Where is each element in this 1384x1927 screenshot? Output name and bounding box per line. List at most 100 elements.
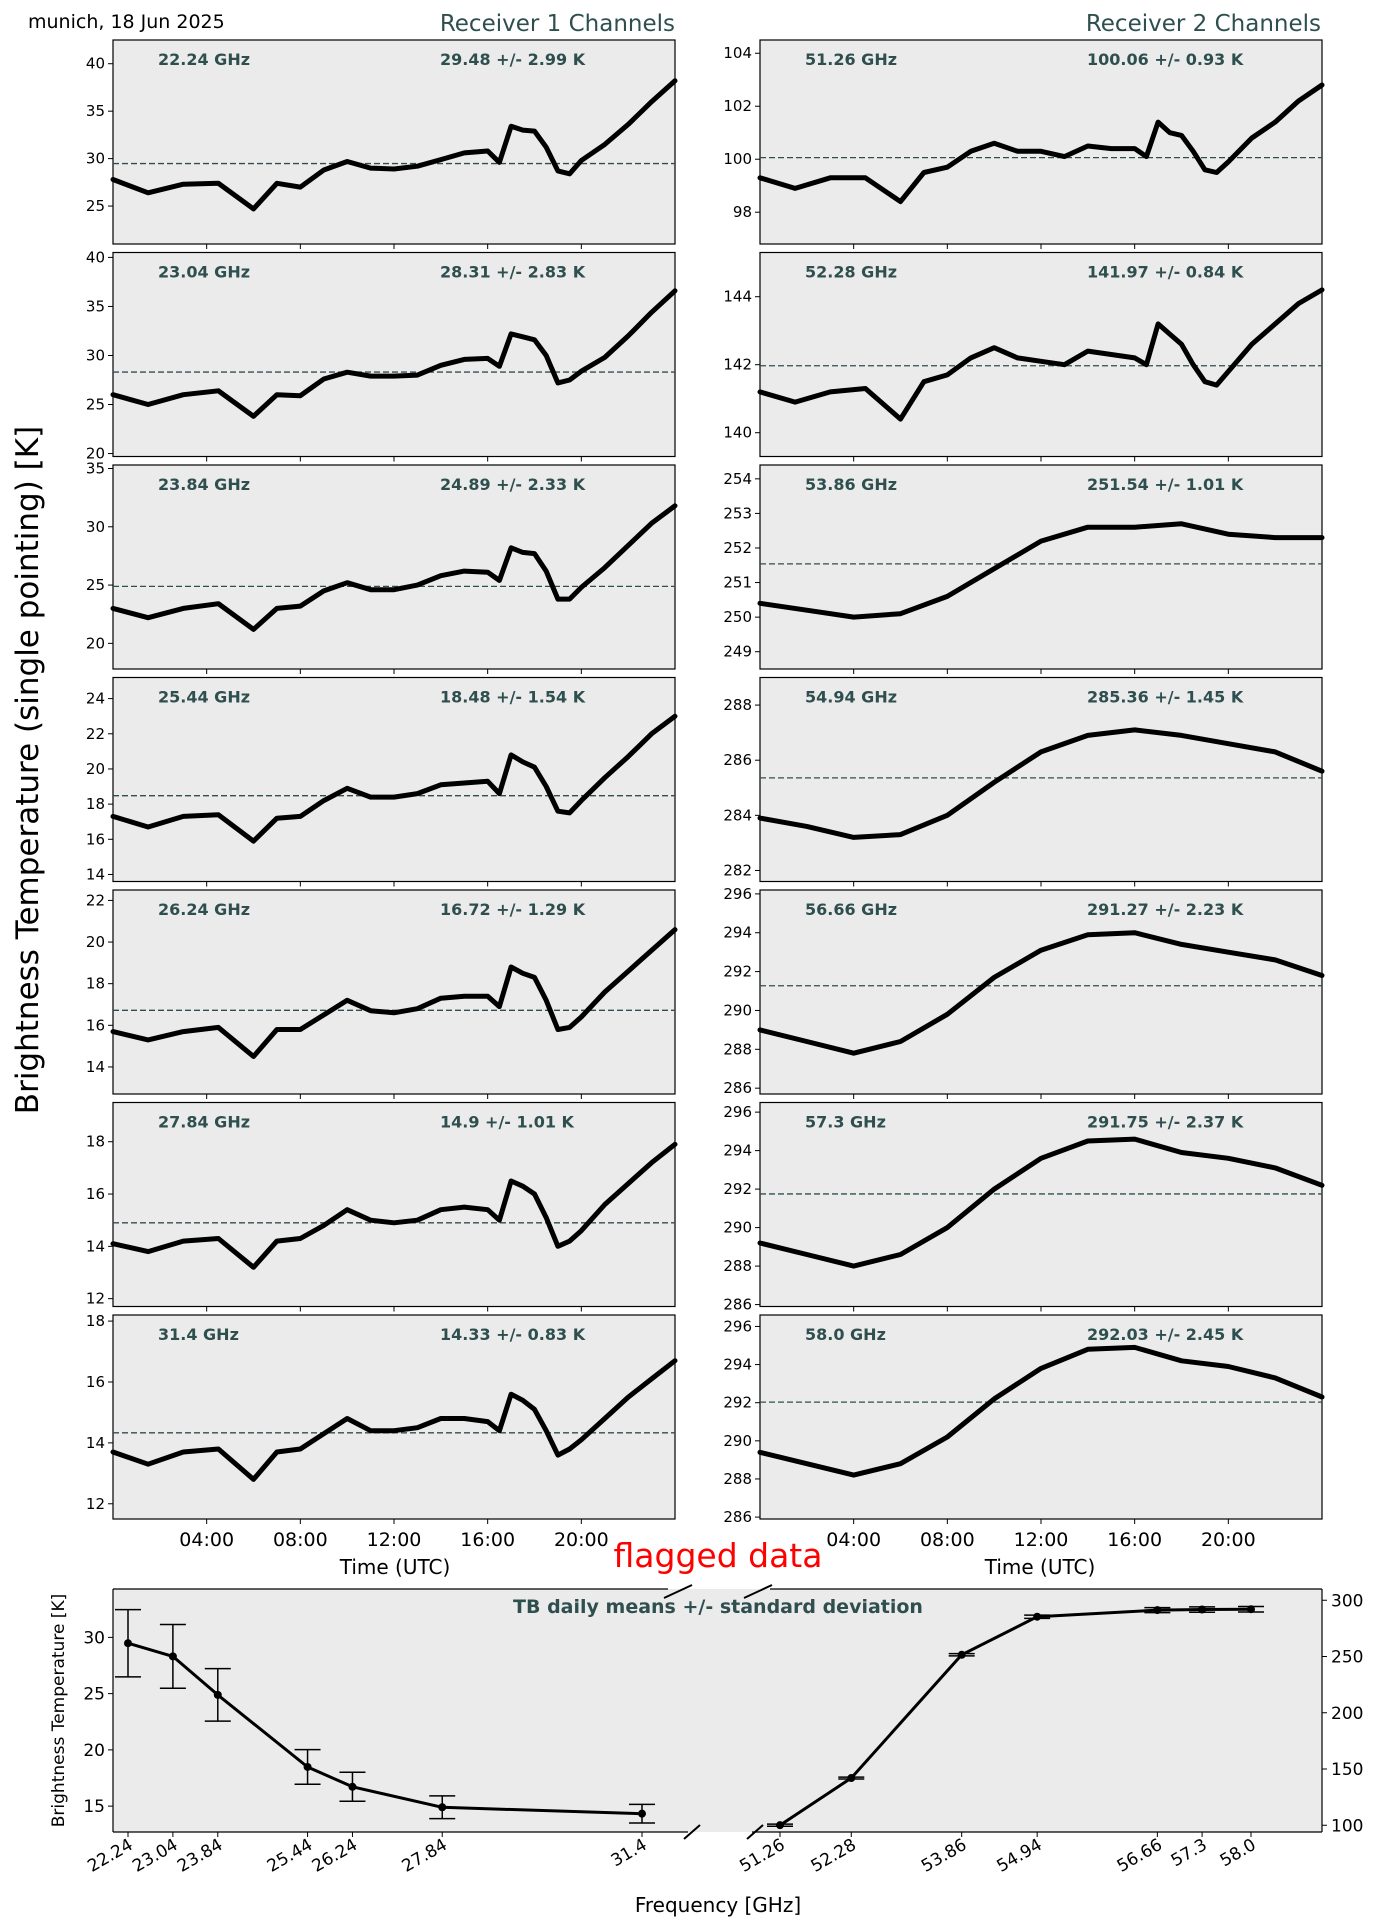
brightness-trace (110, 1141, 678, 1270)
panel-background (112, 1101, 676, 1308)
right-y-tick-label: 100 (1331, 1816, 1363, 1836)
timeseries-panel-22.24: 25 30 35 40 22.24 GHz 29.48 +/- 2.99 K (86, 39, 678, 249)
brightness-trace (110, 1358, 678, 1482)
receiver1-mean-point (303, 1762, 312, 1771)
y-tick-label: 30 (86, 518, 105, 536)
y-tick-label: 254 (723, 470, 752, 488)
timeseries-panel-51.26: 98 100 102 104 51.26 GHz 100.06 +/- 0.93 K (723, 39, 1325, 249)
frequency-label: 53.86 GHz (805, 475, 897, 494)
y-tick-label: 251 (723, 574, 752, 592)
timeseries-panel-23.04: 20 25 30 35 40 23.04 GHz 28.31 +/- 2.83 K (86, 248, 678, 463)
receiver2-mean-point (847, 1774, 856, 1783)
brightness-trace (110, 288, 678, 419)
y-tick-label: 14 (86, 1434, 105, 1452)
time-tick-label: 08:00 (920, 1529, 975, 1551)
flagged-data-label: flagged data (614, 1536, 823, 1575)
y-tick-label: 20 (86, 634, 105, 652)
stats-label: 141.97 +/- 0.84 K (1087, 263, 1244, 282)
y-tick-label: 140 (723, 424, 752, 442)
axis-break-mark (683, 1824, 701, 1840)
y-tick-label: 20 (86, 445, 105, 463)
brightness-trace (757, 1136, 1325, 1269)
brightness-trace (757, 287, 1325, 422)
y-tick-label: 14 (86, 1058, 105, 1076)
right-y-tick-label: 150 (1331, 1760, 1363, 1780)
stats-label: 28.31 +/- 2.83 K (440, 263, 586, 282)
y-tick-label: 249 (723, 643, 752, 661)
panel-background (112, 39, 676, 245)
panel-background (759, 1101, 1323, 1308)
time-tick-label: 04:00 (826, 1529, 881, 1551)
frequency-label: 23.84 GHz (158, 475, 250, 494)
panel-background (759, 1314, 1323, 1520)
time-tick-label: 04:00 (179, 1529, 234, 1551)
brightness-trace (110, 503, 678, 632)
y-tick-label: 40 (86, 55, 105, 73)
timeseries-panel-53.86: 249 250 251 252 253 254 53.86 GHz 251.54 +/- 1.… (723, 464, 1325, 674)
y-tick-label: 98 (733, 203, 752, 221)
panel-background (112, 464, 676, 670)
summary-y-label: Brightness Temperature [K] (49, 1594, 69, 1827)
receiver2-mean-point (957, 1650, 966, 1659)
brightness-trace (110, 78, 678, 212)
axis-break-mark (743, 1584, 773, 1599)
y-tick-label: 252 (723, 539, 752, 557)
y-tick-label: 286 (723, 751, 752, 769)
y-tick-label: 296 (723, 1103, 752, 1121)
receiver1-mean-point (213, 1690, 222, 1699)
frequency-label: 26.24 GHz (158, 900, 250, 919)
receiver2-mean-point (776, 1821, 784, 1830)
y-tick-label: 16 (86, 1185, 105, 1203)
y-tick-label: 12 (86, 1290, 105, 1308)
time-tick-label: 12:00 (1014, 1529, 1069, 1551)
y-tick-label: 286 (723, 1508, 752, 1526)
axis-break-mark (746, 1824, 764, 1840)
frequency-label: 27.84 GHz (158, 1113, 250, 1132)
stats-label: 291.75 +/- 2.37 K (1087, 1113, 1244, 1132)
y-tick-label: 25 (86, 576, 105, 594)
receiver2-x-tick-label: 52.28 (808, 1835, 860, 1877)
receiver1-x-tick-label: 26.24 (309, 1835, 361, 1877)
receiver2-mean-point (1247, 1605, 1255, 1614)
frequency-label: 25.44 GHz (158, 688, 250, 707)
receiver1-time-axis-label: Time (UTC) (339, 1555, 451, 1579)
y-tick-label: 288 (723, 696, 752, 714)
brightness-trace (110, 927, 678, 1059)
y-tick-label: 250 (723, 608, 752, 626)
y-tick-label: 25 (86, 396, 105, 414)
y-tick-label: 144 (723, 288, 752, 306)
time-tick-label: 16:00 (1107, 1529, 1162, 1551)
stats-label: 18.48 +/- 1.54 K (440, 688, 586, 707)
timeseries-panel-54.94: 282 284 286 288 54.94 GHz 285.36 +/- 1.45 K (723, 676, 1325, 887)
panel-background (112, 251, 676, 458)
summary-x-label: Frequency [GHz] (635, 1893, 801, 1917)
receiver2-title: Receiver 2 Channels (1086, 11, 1321, 37)
receiver1-mean-point (438, 1803, 447, 1812)
time-tick-label: 20:00 (1201, 1529, 1256, 1551)
receiver2-x-tick-label: 58.0 (1217, 1835, 1260, 1871)
location-date: munich, 18 Jun 2025 (28, 11, 225, 33)
time-tick-label: 20:00 (554, 1529, 609, 1551)
y-tick-label: 292 (723, 1180, 752, 1198)
y-tick-label: 12 (86, 1495, 105, 1513)
panel-background (759, 251, 1323, 458)
stats-label: 29.48 +/- 2.99 K (440, 50, 586, 69)
y-tick-label: 35 (86, 102, 105, 120)
receiver2-mean-point (1153, 1606, 1162, 1615)
frequency-label: 57.3 GHz (805, 1113, 886, 1132)
y-tick-label: 288 (723, 1257, 752, 1275)
stats-label: 292.03 +/- 2.45 K (1087, 1325, 1244, 1344)
right-y-tick-label: 200 (1331, 1704, 1363, 1724)
panel-background (759, 464, 1323, 670)
left-y-tick-label: 20 (83, 1741, 105, 1761)
panel-background (759, 39, 1323, 245)
y-tick-label: 18 (86, 1133, 105, 1151)
stats-label: 14.33 +/- 0.83 K (440, 1325, 586, 1344)
timeseries-panel-23.84: 20 25 30 35 23.84 GHz 24.89 +/- 2.33 K (86, 459, 678, 674)
stats-label: 100.06 +/- 0.93 K (1087, 50, 1244, 69)
timeseries-panel-58.0: 286 288 290 292 294 296 58.0 GHz 292.03 +/- 2.4… (723, 1314, 1325, 1526)
y-tick-label: 20 (86, 760, 105, 778)
summary-title: TB daily means +/- standard deviation (513, 1596, 923, 1618)
receiver2-mean-point (1198, 1605, 1207, 1614)
frequency-label: 56.66 GHz (805, 900, 897, 919)
